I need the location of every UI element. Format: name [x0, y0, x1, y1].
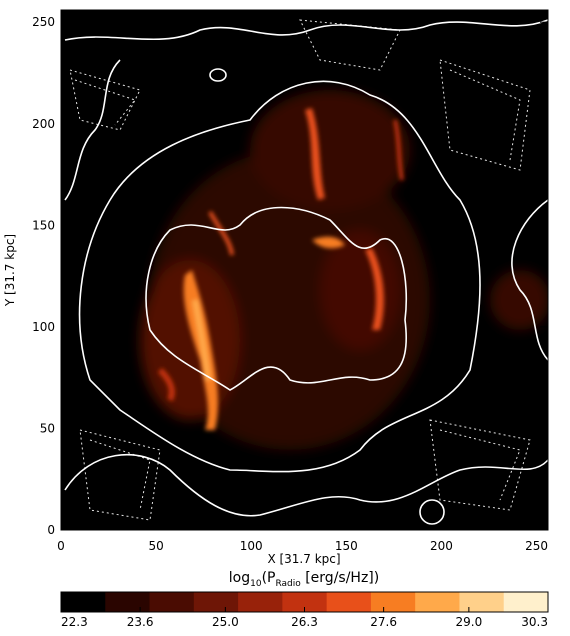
- x-tick-label: 50: [148, 539, 163, 553]
- colorbar-segment: [61, 592, 106, 612]
- noisy-contours: [69, 19, 531, 521]
- colorbar-segment: [282, 592, 328, 612]
- colorbar-label-sub: Radio: [275, 579, 301, 589]
- x-tick-label: 150: [335, 539, 358, 553]
- colorbar-tick-label: 30.3: [521, 615, 548, 629]
- plot-frame: [60, 9, 549, 531]
- x-tick-label: 250: [525, 539, 548, 553]
- density-contours: [64, 19, 548, 525]
- x-axis-label: X [31.7 kpc]: [267, 552, 340, 566]
- colorbar-label-sub: 10: [250, 579, 262, 589]
- y-tick-label: 250: [32, 15, 55, 29]
- colorbar: 22.3 23.6 25.0 26.3 27.6 29.0 30.3: [60, 591, 549, 629]
- colorbar-label: log10(PRadio [erg/s/Hz]): [229, 570, 379, 589]
- colorbar-label-part: log: [229, 570, 250, 586]
- y-tick-label: 50: [40, 421, 55, 435]
- colorbar-tick-label: 25.0: [212, 615, 239, 629]
- colorbar-tick-label: 23.6: [127, 615, 154, 629]
- y-tick-label: 200: [32, 117, 55, 131]
- x-tick-label: 100: [240, 539, 263, 553]
- emission-map: [64, 19, 548, 525]
- y-axis-label: Y [31.7 kpc]: [3, 234, 17, 307]
- colorbar-tick-label: 26.3: [291, 615, 318, 629]
- colorbar-tick-label: 29.0: [456, 615, 483, 629]
- axes: 0 50 100 150 200 250 0 50 100 150 200 250: [32, 10, 548, 553]
- y-tick-label: 100: [32, 320, 55, 334]
- colorbar-segment: [149, 592, 195, 612]
- x-tick-label: 200: [430, 539, 453, 553]
- bright-filaments: [157, 108, 404, 430]
- colorbar-segment: [503, 592, 549, 612]
- colorbar-segment: [459, 592, 505, 612]
- colorbar-label-part: (P: [262, 570, 276, 586]
- colorbar-segment: [193, 592, 239, 612]
- colorbar-tick-label: 27.6: [370, 615, 397, 629]
- x-tick-label: 0: [57, 539, 65, 553]
- colorbar-segment: [415, 592, 460, 612]
- colorbar-segment: [326, 592, 372, 612]
- colorbar-label-part: [erg/s/Hz]): [301, 570, 379, 586]
- y-tick-label: 0: [47, 523, 55, 537]
- colorbar-segment: [105, 592, 151, 612]
- colorbar-segment: [238, 592, 283, 612]
- colorbar-segment: [370, 592, 416, 612]
- y-tick-label: 150: [32, 218, 55, 232]
- colorbar-tick-label: 22.3: [61, 615, 88, 629]
